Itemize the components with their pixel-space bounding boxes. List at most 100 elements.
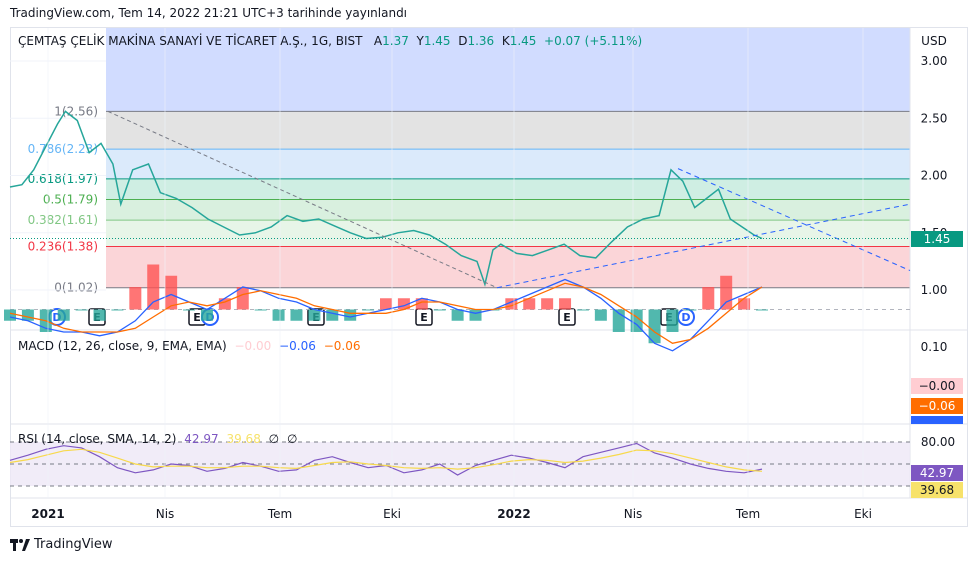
macd-histogram-bar <box>451 309 464 321</box>
marker-letter: D <box>681 311 690 324</box>
macd-histogram-bar <box>541 298 554 310</box>
macd-histogram-bar <box>576 309 589 311</box>
high-value: 1.45 <box>423 34 451 48</box>
rsi-empty-1: ∅ <box>268 432 280 446</box>
macd-histogram-bar <box>559 298 572 310</box>
macd-histogram-bar <box>75 309 88 311</box>
trendline-down <box>107 110 498 289</box>
price-line <box>9 110 763 288</box>
fib-label: 0.382(1.61) <box>28 213 98 227</box>
rsi-title: RSI (14, close, SMA, 14, 2) <box>18 432 177 446</box>
macd-hist-tag: −0.00 <box>911 378 963 394</box>
trendline-up <box>496 203 911 289</box>
low-value: 1.36 <box>467 34 495 48</box>
earnings-marker: E <box>558 308 576 326</box>
macd-histogram-bar <box>93 309 106 321</box>
macd-histogram-bar <box>505 298 518 310</box>
symbol-title: ÇEMTAŞ ÇELİK MAKİNA SANAYİ VE TİCARET A.… <box>18 34 363 48</box>
change-value: +0.07 (+5.11%) <box>544 34 643 48</box>
fib-band <box>106 149 910 179</box>
rsi-ma-line <box>9 448 763 472</box>
main-chart-legend: ÇEMTAŞ ÇELİK MAKİNA SANAYİ VE TİCARET A.… <box>18 34 643 48</box>
macd-histogram-bar <box>57 309 70 321</box>
macd-line-value: −0.06 <box>279 339 316 353</box>
fib-band <box>106 111 910 150</box>
x-tick-label: Tem <box>267 507 292 521</box>
rsi-legend: RSI (14, close, SMA, 14, 2) 42.97 39.68 … <box>18 432 297 446</box>
currency-label: USD <box>921 34 947 48</box>
macd-histogram-bar <box>290 309 303 321</box>
macd-histogram-bar <box>129 287 142 310</box>
x-tick-label: 2021 <box>31 507 64 521</box>
x-tick-label: 2022 <box>497 507 530 521</box>
fib-band <box>106 246 910 288</box>
dividend-marker: D <box>677 308 695 326</box>
macd-histogram-bar <box>308 309 321 321</box>
brand-name: TradingView <box>34 537 113 552</box>
macd-signal-tag: −0.06 <box>911 398 963 414</box>
published-caption: TradingView.com, Tem 14, 2022 21:21 UTC+… <box>10 6 408 20</box>
macd-histogram-bar <box>200 309 213 321</box>
macd-histogram-bar <box>111 309 124 311</box>
macd-line-tag <box>911 416 963 424</box>
earnings-marker: E <box>415 308 433 326</box>
rsi-ma-value: 39.68 <box>226 432 261 446</box>
fib-band <box>106 178 910 200</box>
marker-letter: D <box>52 311 61 324</box>
tradingview-logo[interactable]: TradingView <box>10 537 113 552</box>
rsi-ma-tag: 39.68 <box>911 482 963 498</box>
macd-histogram-bar <box>254 309 267 311</box>
macd-histogram-bar <box>756 309 768 311</box>
macd-title: MACD (12, 26, close, 9, EMA, EMA) <box>18 339 227 353</box>
fib-label: 0(1.02) <box>54 281 98 295</box>
macd-histogram-bar <box>362 309 375 311</box>
macd-histogram-bar <box>397 298 410 310</box>
fib-label: 1(2.56) <box>54 104 98 118</box>
macd-histogram-bar <box>523 298 536 310</box>
x-tick-label: Nis <box>624 507 643 521</box>
macd-histogram-bar <box>218 298 231 310</box>
macd-histogram-bar <box>433 309 446 311</box>
rsi-value: 42.97 <box>184 432 219 446</box>
x-tick-label: Eki <box>383 507 401 521</box>
fib-label: 0.5(1.79) <box>43 193 98 207</box>
y-tick-label: 1.00 <box>921 283 948 297</box>
macd-histogram-bar <box>684 309 697 311</box>
macd-histogram-bar <box>666 309 679 332</box>
trendline-resistance <box>677 168 911 271</box>
macd-histogram-bar <box>147 264 160 310</box>
macd-histogram-bar <box>702 287 715 310</box>
macd-histogram-bar <box>165 275 178 310</box>
macd-histogram-bar <box>183 309 196 311</box>
macd-line <box>9 278 763 352</box>
macd-histogram-bar <box>236 287 249 310</box>
fib-label: 0.618(1.97) <box>28 172 98 186</box>
rsi-tag: 42.97 <box>911 465 963 481</box>
macd-histogram-bar <box>648 309 661 344</box>
macd-histogram-bar <box>738 298 751 310</box>
macd-histogram-bar <box>4 309 16 321</box>
macd-histogram-bar <box>415 298 428 310</box>
macd-histogram-bar <box>469 309 482 321</box>
macd-histogram-bar <box>272 309 285 321</box>
macd-histogram-bar <box>594 309 607 321</box>
close-value: 1.45 <box>509 34 537 48</box>
fib-band <box>106 199 910 221</box>
y-tick-label: 3.00 <box>921 54 948 68</box>
x-tick-label: Tem <box>735 507 760 521</box>
y-tick-label: 2.50 <box>921 111 948 125</box>
macd-histogram-bar <box>326 309 339 321</box>
y-tick-label: 2.00 <box>921 169 948 183</box>
macd-histogram-bar <box>720 275 733 310</box>
fib-label: 0.236(1.38) <box>28 239 98 253</box>
macd-histogram-bar <box>344 309 357 321</box>
macd-histogram-bar <box>380 298 392 310</box>
fib-band <box>106 220 910 247</box>
macd-hist-value: −0.00 <box>234 339 272 353</box>
chart-frame <box>10 27 968 527</box>
macd-signal-value: −0.06 <box>323 339 361 353</box>
macd-signal-line <box>9 282 763 344</box>
last-price-tag: 1.45 <box>911 231 963 247</box>
macd-histogram-bar <box>21 309 34 321</box>
